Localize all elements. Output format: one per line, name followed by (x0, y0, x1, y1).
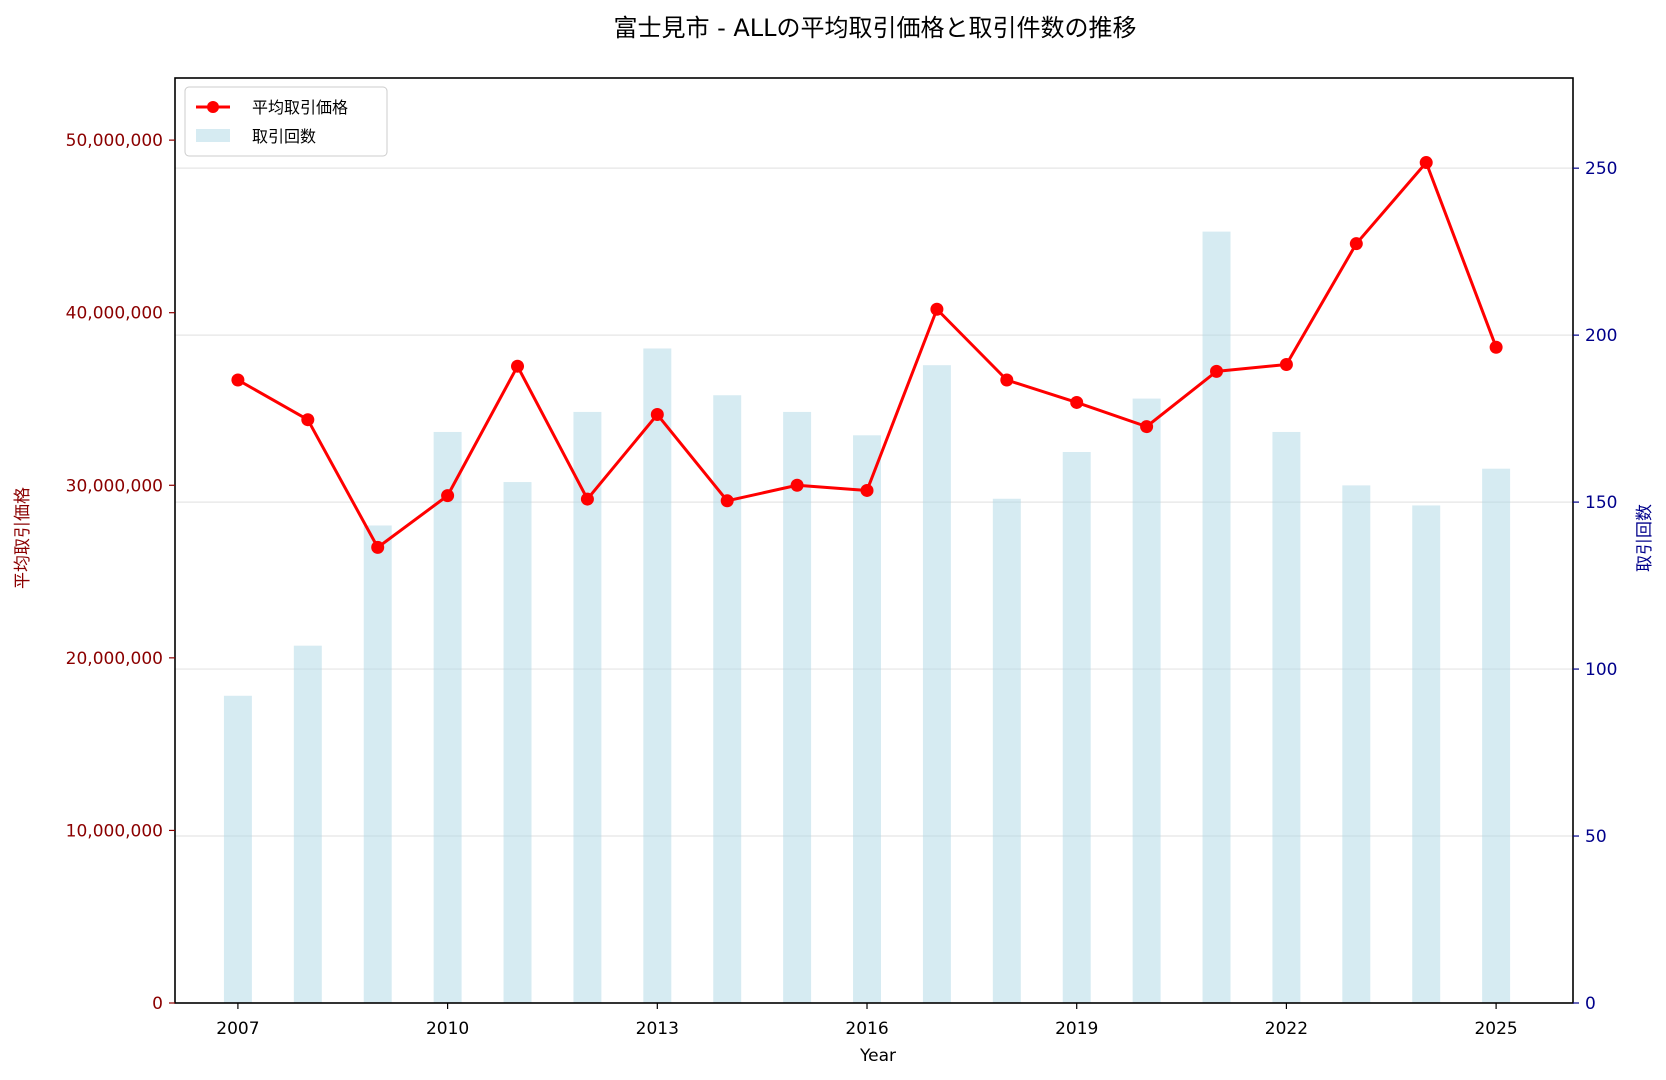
y-right-tick-label: 250 (1585, 159, 1617, 179)
y-left-tick-label: 20,000,000 (66, 649, 163, 669)
line-series (231, 156, 1503, 554)
price-point-2018 (1000, 373, 1014, 387)
bar-2016 (853, 435, 881, 1004)
x-tick-label: 2010 (426, 1019, 469, 1039)
price-point-2021 (1210, 364, 1224, 378)
y-left-tick-label: 10,000,000 (66, 821, 163, 841)
price-point-2010 (441, 489, 455, 503)
bar-2018 (992, 498, 1021, 1003)
y-axis-right-label: 取引回数 (1635, 504, 1655, 572)
bar-2011 (503, 482, 532, 1003)
price-point-2012 (580, 492, 594, 506)
bar-2022 (1272, 431, 1301, 1003)
x-tick-label: 2025 (1474, 1019, 1517, 1039)
price-point-2009 (371, 540, 385, 554)
bar-2024 (1412, 505, 1441, 1003)
x-tick-label: 2007 (216, 1019, 259, 1039)
y-left-tick-label: 50,000,000 (66, 131, 163, 151)
y-right-tick-label: 0 (1585, 994, 1596, 1014)
price-point-2025 (1489, 340, 1503, 354)
bar-2017 (922, 365, 951, 1004)
price-point-2017 (930, 302, 944, 316)
bar-series (223, 231, 1511, 1004)
bar-2009 (363, 525, 392, 1003)
price-point-2015 (790, 478, 804, 492)
legend-frame (184, 86, 388, 157)
bar-2012 (573, 411, 602, 1003)
price-point-2007 (231, 373, 245, 387)
bar-2019 (1062, 452, 1091, 1004)
legend-bar-swatch (196, 129, 230, 142)
price-point-2011 (511, 359, 525, 373)
legend-marker-swatch (207, 101, 219, 113)
x-tick-label: 2016 (845, 1019, 888, 1039)
bar-2021 (1202, 231, 1231, 1003)
price-point-2013 (650, 408, 664, 422)
price-point-2008 (301, 413, 315, 427)
chart-title: 富士見市 - ALLの平均取引価格と取引件数の推移 (613, 14, 1136, 42)
bar-2010 (433, 431, 462, 1003)
bar-2023 (1342, 485, 1371, 1003)
x-tick-label: 2013 (636, 1019, 679, 1039)
price-point-2014 (720, 494, 734, 508)
bar-2007 (223, 695, 252, 1003)
price-point-2020 (1140, 420, 1154, 434)
bar-2025 (1482, 468, 1511, 1003)
x-tick-label: 2022 (1265, 1019, 1308, 1039)
legend: 平均取引価格 取引回数 (184, 86, 388, 157)
bar-2008 (293, 645, 322, 1003)
x-axis-label: Year (859, 1046, 896, 1066)
x-tick-label: 2019 (1055, 1019, 1098, 1039)
y-axis-left-label: 平均取引価格 (13, 487, 33, 589)
bar-2020 (1132, 398, 1161, 1003)
legend-label-price: 平均取引価格 (252, 98, 348, 117)
axes: 2007 2010 2013 2016 2019 2022 2025 0 10,000,000 2… (66, 77, 1617, 1039)
y-right-tick-label: 150 (1585, 493, 1617, 513)
bar-2013 (643, 348, 672, 1003)
price-point-2024 (1419, 156, 1433, 170)
legend-label-count: 取引回数 (252, 127, 316, 146)
y-right-tick-label: 200 (1585, 326, 1617, 346)
plot-frame (174, 77, 1574, 1004)
y-right-tick-label: 50 (1585, 827, 1607, 847)
bar-2015 (783, 411, 812, 1003)
y-left-tick-label: 40,000,000 (66, 304, 163, 324)
y-right-tick-label: 100 (1585, 660, 1617, 680)
price-point-2019 (1070, 395, 1084, 409)
y-left-tick-label: 30,000,000 (66, 476, 163, 496)
price-point-2016 (860, 483, 874, 497)
price-point-2022 (1279, 357, 1293, 371)
y-left-tick-label: 0 (152, 994, 163, 1014)
price-point-2023 (1349, 237, 1363, 251)
